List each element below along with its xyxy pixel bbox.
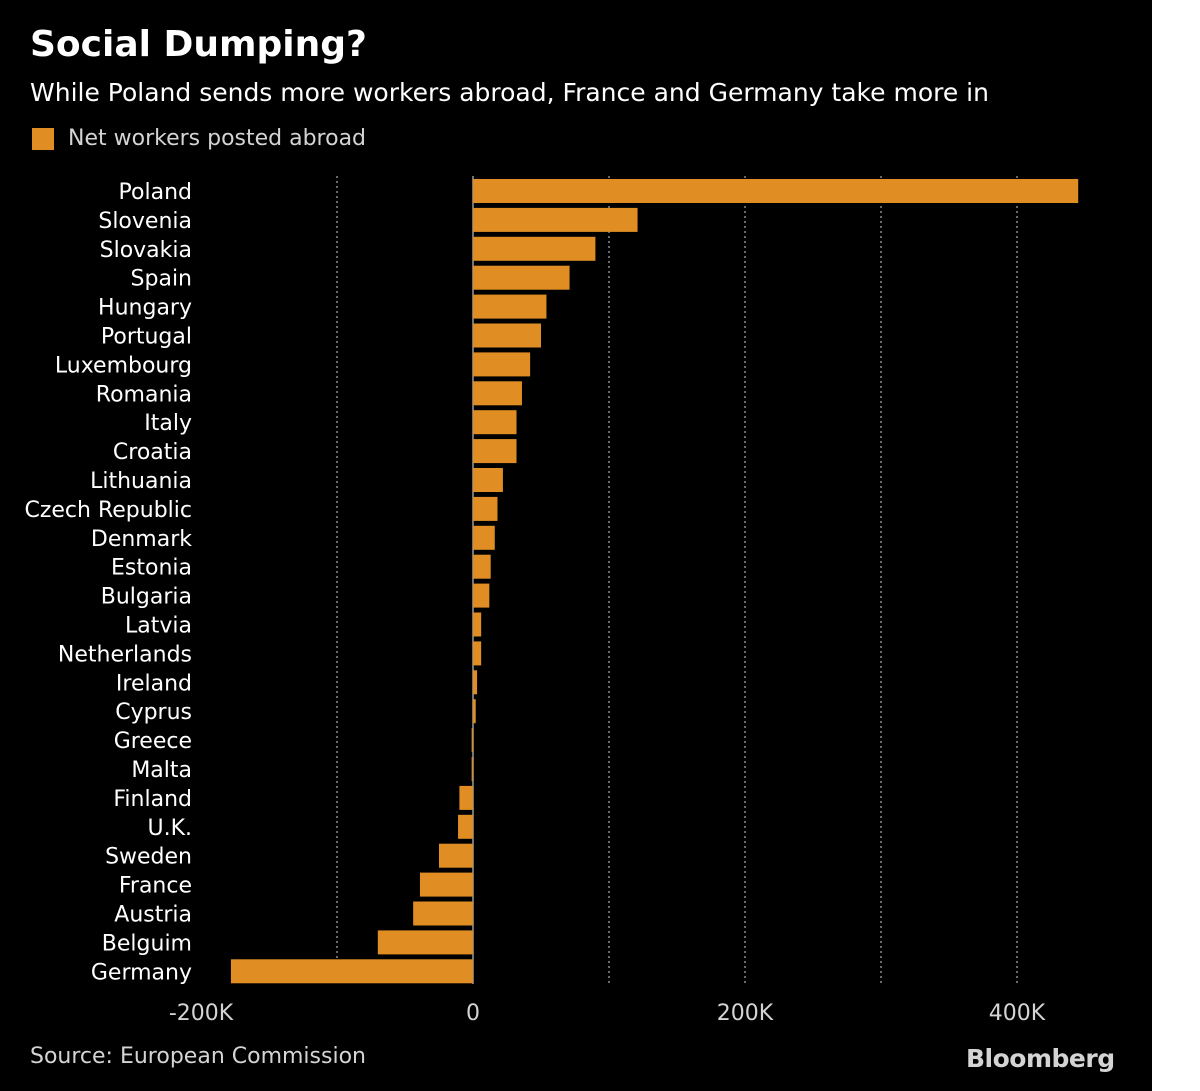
category-label: Malta — [131, 758, 192, 783]
bar-sweden — [439, 843, 473, 868]
category-label: Cyprus — [115, 700, 192, 725]
category-label: Estonia — [111, 556, 192, 581]
bar-austria — [413, 901, 473, 926]
category-labels: Poland Slovenia Slovakia Spain Hungary Portug… — [24, 180, 192, 985]
bar-bulgaria — [473, 583, 490, 608]
x-tick-label: 200K — [717, 1001, 774, 1026]
bar-italy — [473, 410, 517, 435]
category-label: Ireland — [116, 671, 192, 696]
bar-poland — [473, 179, 1079, 203]
bar-ireland — [473, 670, 478, 695]
x-tick-label: -200K — [169, 1001, 234, 1026]
category-label: Austria — [114, 903, 192, 928]
chart-subtitle: While Poland sends more workers abroad, … — [30, 78, 989, 107]
bar-malta — [471, 757, 473, 781]
category-label: Romania — [96, 382, 192, 407]
category-label: Bulgaria — [101, 585, 192, 610]
category-label: Slovenia — [98, 209, 192, 234]
bar-lithuania — [473, 468, 503, 492]
bar-chart: Poland Slovenia Slovakia Spain Hungary Portug… — [24, 176, 1079, 1026]
legend-swatch — [32, 127, 54, 150]
category-label: Netherlands — [58, 642, 192, 667]
category-label: France — [119, 874, 192, 899]
category-label: Finland — [113, 787, 192, 812]
bar-belguim — [377, 930, 473, 955]
bar-slovakia — [473, 236, 596, 261]
category-label: Hungary — [98, 296, 192, 321]
source-note: Source: European Commission — [30, 1044, 366, 1069]
bar-croatia — [473, 439, 517, 464]
bloomberg-logo: Bloomberg — [966, 1044, 1115, 1073]
bar-luxembourg — [473, 352, 531, 377]
bar-greece — [471, 728, 473, 753]
category-label: Belguim — [102, 931, 192, 956]
x-axis-ticks: -200K 0 200K 400K — [169, 1001, 1046, 1026]
x-tick-label: 0 — [466, 1001, 480, 1026]
category-label: Luxembourg — [55, 353, 192, 378]
category-label: Spain — [131, 267, 192, 292]
bar-czech-republic — [473, 496, 498, 521]
bar-france — [419, 872, 473, 897]
category-label: Sweden — [105, 845, 192, 870]
category-label: U.K. — [147, 816, 192, 841]
category-label: Lithuania — [90, 469, 192, 494]
legend: Net workers posted abroad — [32, 126, 366, 151]
category-label: Germany — [91, 960, 192, 985]
bar-hungary — [473, 294, 547, 319]
category-label: Croatia — [113, 440, 192, 465]
bar-germany — [230, 959, 473, 984]
category-label: Italy — [144, 411, 192, 436]
category-label: Latvia — [125, 614, 192, 639]
bar-latvia — [473, 612, 482, 637]
chart-title: Social Dumping? — [30, 24, 367, 65]
bar-portugal — [473, 323, 541, 348]
category-label: Portugal — [101, 325, 192, 350]
bar-cyprus — [473, 699, 476, 724]
bars — [230, 179, 1079, 984]
category-label: Denmark — [91, 527, 192, 552]
bar-romania — [473, 381, 522, 406]
category-label: Czech Republic — [24, 498, 192, 523]
legend-label: Net workers posted abroad — [68, 126, 367, 151]
category-label: Poland — [119, 180, 192, 205]
bar-finland — [459, 785, 473, 810]
category-label: Greece — [114, 729, 192, 754]
bar-spain — [473, 265, 570, 290]
category-label: Slovakia — [100, 238, 192, 263]
bar-estonia — [473, 554, 491, 579]
chart-frame: Social Dumping? While Poland sends more … — [0, 0, 1152, 1091]
bar-denmark — [473, 525, 495, 550]
bar-slovenia — [473, 207, 638, 232]
bar-u-k — [458, 814, 473, 839]
x-tick-label: 400K — [989, 1001, 1046, 1026]
bar-netherlands — [473, 641, 482, 666]
